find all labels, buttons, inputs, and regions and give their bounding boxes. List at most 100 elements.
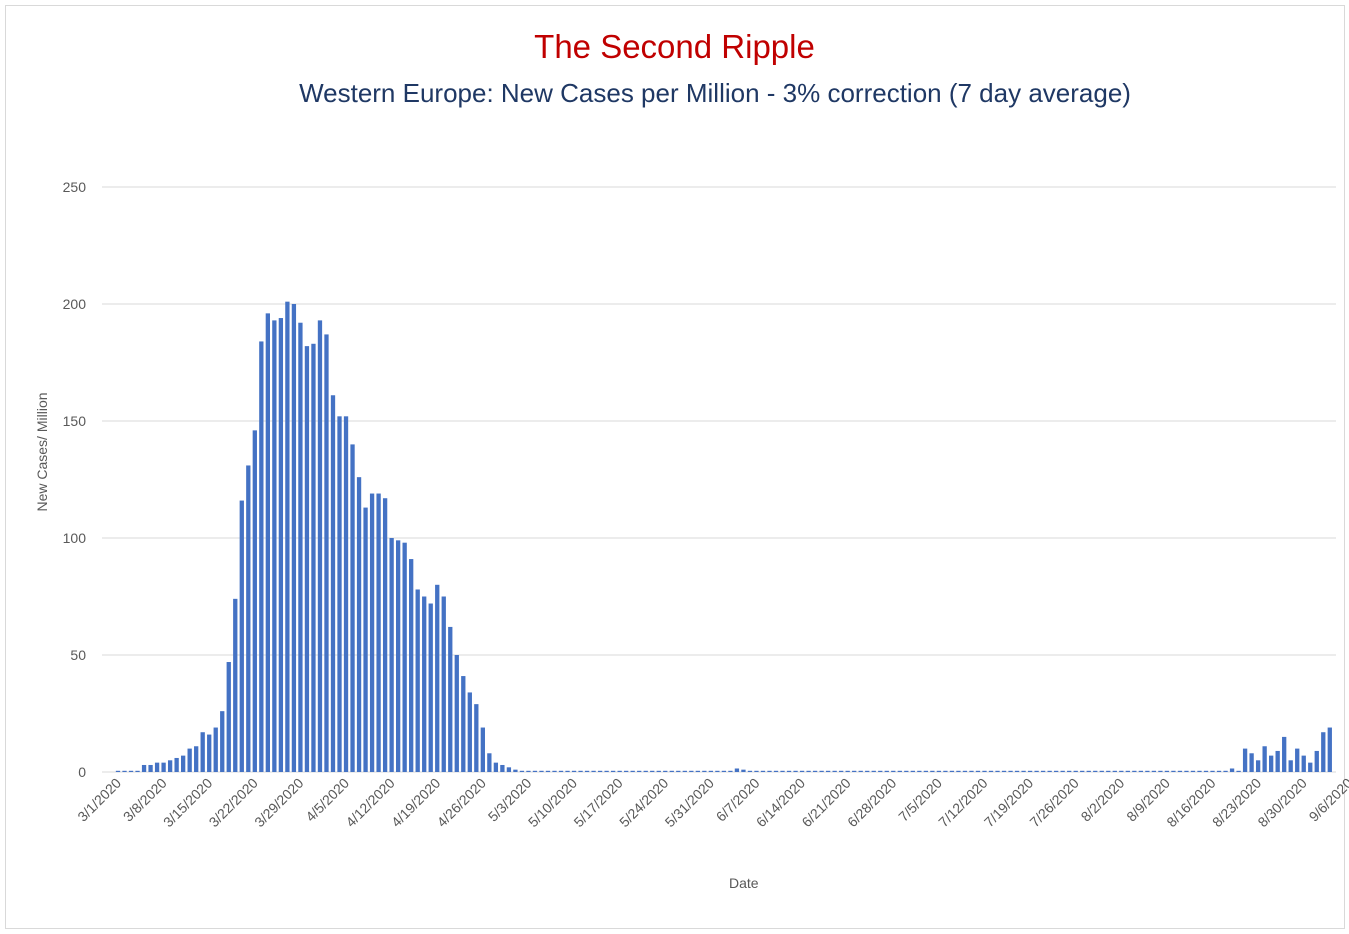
bar [1132,770,1137,772]
x-tick-label: 8/23/2020 [1209,775,1265,831]
bar [995,770,1000,772]
bar [246,465,251,772]
x-tick-labels: 3/1/20203/8/20203/15/20203/22/20203/29/2… [74,775,1349,831]
bar [897,770,902,772]
bar [943,770,948,772]
bar [1021,770,1026,772]
bar [637,770,642,772]
bar [734,768,740,772]
bar [454,655,459,772]
bar [1321,732,1326,772]
bar [259,341,264,772]
bar [1008,770,1013,772]
bar [793,770,798,772]
bar [708,770,714,772]
bar [767,770,772,772]
x-axis-label: Date [729,875,759,891]
bar [200,732,205,772]
bar [194,746,199,772]
x-tick-label: 4/19/2020 [388,775,444,831]
bar [135,770,140,772]
bar [298,322,303,772]
bar [167,760,173,772]
bar [122,770,127,772]
x-tick-label: 5/17/2020 [570,775,626,831]
bar [741,769,746,772]
bar [1210,770,1215,772]
bar [291,304,297,772]
bar [213,727,218,772]
bar [376,493,381,772]
x-tick-label: 5/31/2020 [662,775,718,831]
bar [852,770,857,772]
bar [643,770,648,772]
bar [1158,770,1163,772]
bar [239,500,244,772]
bar [1216,770,1222,772]
bar [591,770,596,772]
bar [565,770,570,772]
bar [715,770,720,772]
bar [187,748,192,772]
bar [1269,755,1274,772]
bar [819,770,824,772]
x-tick-label: 6/14/2020 [753,775,809,831]
x-tick-label: 4/12/2020 [342,775,398,831]
bar [265,313,270,772]
bar [1054,770,1059,772]
bar [1164,770,1170,772]
bar [435,584,440,772]
bar [956,770,961,772]
bar [839,770,844,772]
bar [474,704,479,772]
bar [1203,770,1209,772]
x-tick-label: 6/21/2020 [798,775,854,831]
bar [441,596,446,772]
bar [832,770,837,772]
bar [1308,762,1313,772]
bar [747,770,753,772]
bar [285,301,290,772]
bar [917,770,922,772]
bar [1080,770,1085,772]
bar [988,770,994,772]
bar [1255,760,1261,772]
bar [923,770,929,772]
bar [1067,770,1072,772]
bar [532,770,538,772]
y-tick-label: 100 [63,530,87,546]
bar [487,753,492,772]
bar [539,770,544,772]
bar [1093,770,1098,772]
bar [975,770,981,772]
bar [415,589,420,772]
bar [610,770,616,772]
bar [154,762,160,772]
bar [773,770,779,772]
bar [760,770,766,772]
bar [1288,760,1293,772]
bar [930,770,935,772]
bar [1314,750,1319,772]
x-tick-label: 5/10/2020 [525,775,581,831]
bar [330,395,336,772]
bar [1034,770,1039,772]
bar [226,662,231,772]
x-tick-label: 3/15/2020 [160,775,216,831]
bar [969,770,974,772]
bar [1060,770,1065,772]
bar [1242,748,1248,772]
bar [630,770,635,772]
bar [1073,770,1078,772]
bar [936,770,942,772]
bar [252,430,257,772]
bar [910,770,915,772]
bar [363,507,368,772]
bar [1014,770,1020,772]
bar [115,770,121,772]
bar [676,770,681,772]
bar [656,770,661,772]
bar [858,770,863,772]
bar [1171,770,1176,772]
